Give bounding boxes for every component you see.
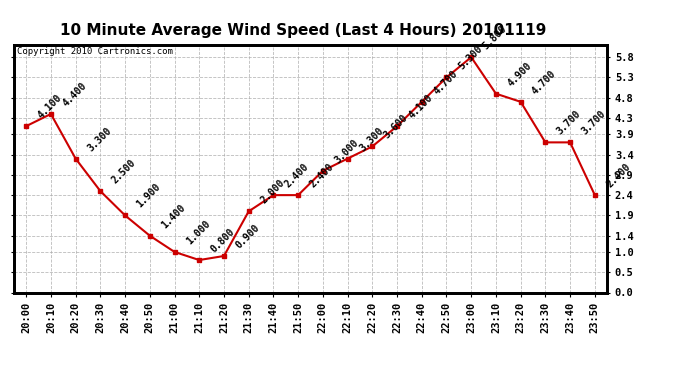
Text: 4.700: 4.700 [431, 68, 460, 96]
Text: 2.000: 2.000 [259, 178, 286, 206]
Text: Copyright 2010 Cartronics.com: Copyright 2010 Cartronics.com [17, 48, 172, 57]
Text: 4.100: 4.100 [407, 93, 435, 121]
Text: 2.400: 2.400 [308, 162, 336, 190]
Text: 3.700: 3.700 [555, 109, 583, 137]
Text: 1.400: 1.400 [159, 202, 188, 230]
Text: 5.300: 5.300 [456, 44, 484, 72]
Text: 3.600: 3.600 [382, 113, 410, 141]
Text: 4.100: 4.100 [36, 93, 63, 121]
Text: 10 Minute Average Wind Speed (Last 4 Hours) 20101119: 10 Minute Average Wind Speed (Last 4 Hou… [61, 22, 546, 38]
Text: 1.900: 1.900 [135, 182, 163, 210]
Text: 4.900: 4.900 [506, 60, 533, 88]
Text: 1.000: 1.000 [184, 219, 212, 246]
Text: 3.300: 3.300 [86, 125, 113, 153]
Text: 3.000: 3.000 [333, 137, 360, 165]
Text: 0.900: 0.900 [234, 223, 262, 251]
Text: 2.400: 2.400 [604, 162, 633, 190]
Text: 3.300: 3.300 [357, 125, 385, 153]
Text: 4.400: 4.400 [61, 81, 88, 108]
Text: 2.400: 2.400 [283, 162, 311, 190]
Text: 0.800: 0.800 [209, 226, 237, 255]
Text: 2.500: 2.500 [110, 158, 138, 186]
Text: 5.800: 5.800 [481, 24, 509, 52]
Text: 3.700: 3.700 [580, 109, 608, 137]
Text: 4.700: 4.700 [531, 68, 558, 96]
